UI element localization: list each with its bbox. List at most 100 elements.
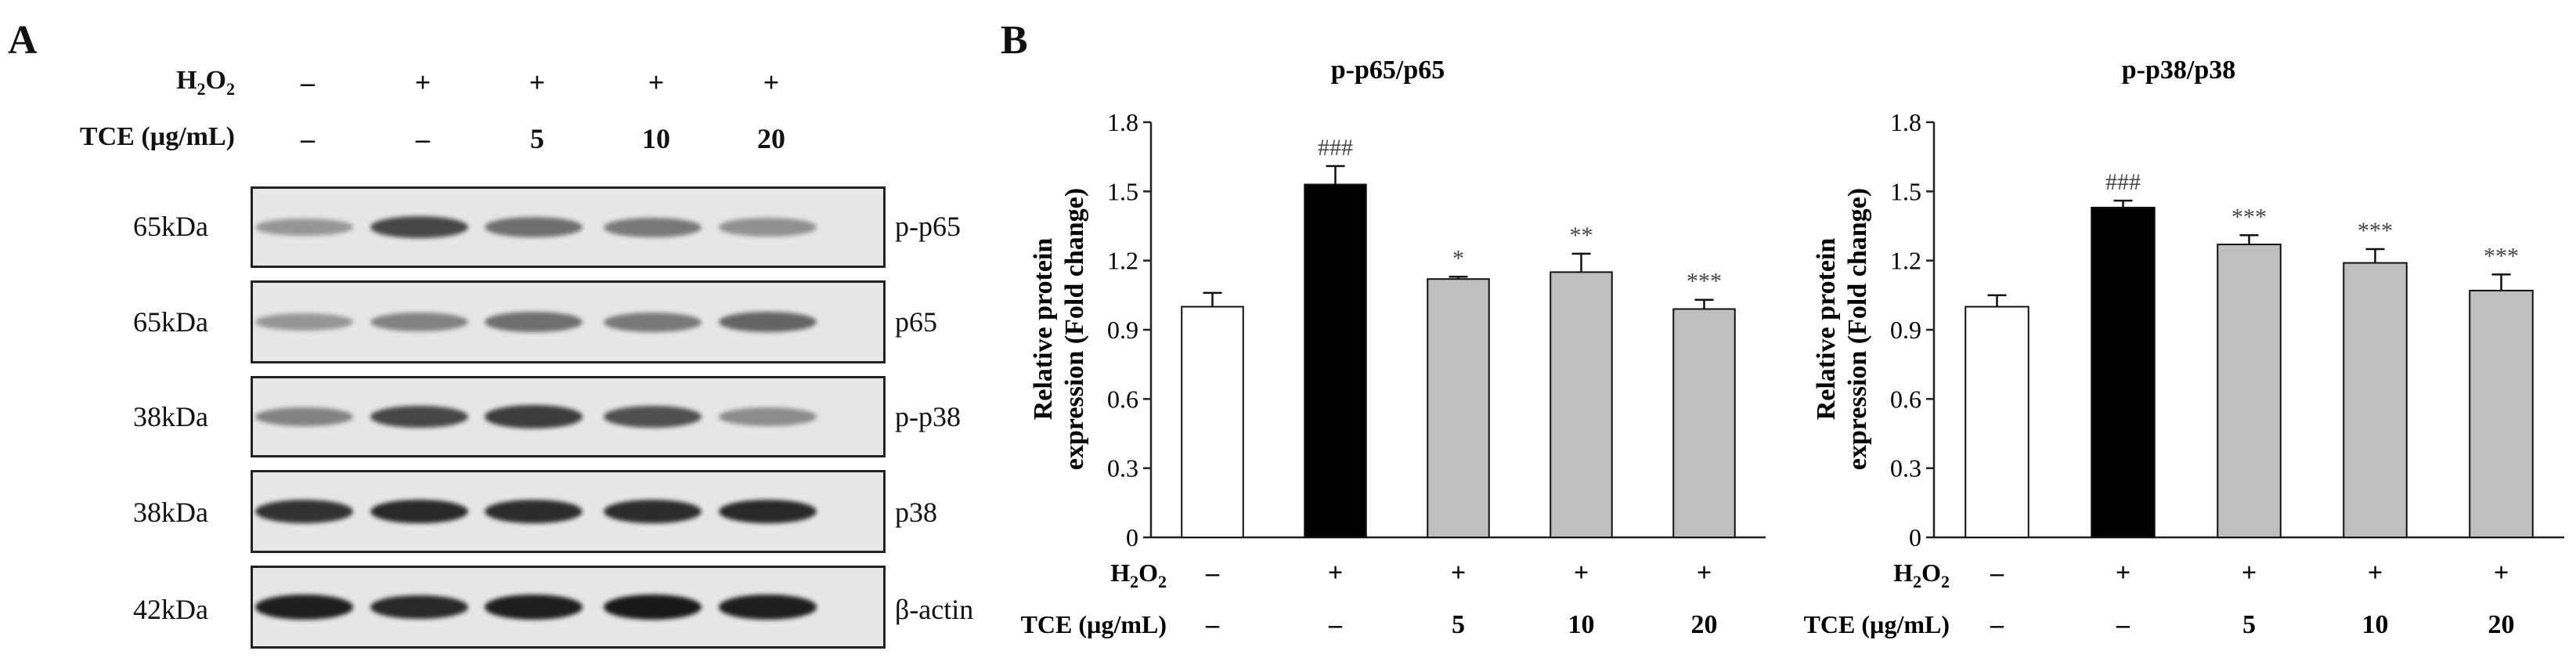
- blot-2-protein: p65: [895, 306, 937, 338]
- blot-4-band-lane-2: [370, 499, 468, 524]
- blot-2-band-lane-4: [603, 312, 702, 332]
- h2o2-row-label: H2O2: [176, 66, 235, 99]
- h2o2-lane-2: +: [414, 67, 431, 98]
- blot-3-band-lane-3: [484, 405, 583, 428]
- h2o2-sign-5: +: [2494, 559, 2509, 588]
- blot-5-band-lane-1: [254, 595, 353, 620]
- blot-5-image: [251, 566, 886, 649]
- y-axis-label: Relative proteinexpression (Fold change): [1812, 188, 1872, 470]
- tce-value-3: 5: [1452, 610, 1465, 639]
- y-tick-label: 0.3: [1107, 454, 1138, 483]
- chart-title: p-p65/p65: [1331, 56, 1445, 85]
- y-tick-label: 0.6: [1107, 385, 1138, 413]
- h2o2-lane-3: +: [529, 67, 546, 98]
- tce-lane-4: 10: [642, 123, 670, 154]
- h2o2-sign-2: +: [2116, 559, 2130, 588]
- blot-4-image: [251, 470, 886, 553]
- significance-label-4: ***: [2358, 218, 2393, 244]
- bar-1: [1964, 306, 2029, 538]
- h2o2-row-label: H2O2: [1110, 559, 1167, 591]
- blot-5-band-lane-5: [718, 595, 817, 620]
- tce-value-2: –: [2116, 610, 2130, 639]
- blot-1-band-lane-4: [603, 217, 702, 237]
- y-tick-label: 1.5: [1107, 177, 1138, 205]
- tce-lane-2: –: [416, 123, 430, 154]
- blot-5-band-lane-2: [370, 595, 468, 620]
- blot-5-band-lane-4: [603, 595, 702, 620]
- panel-b-letter: B: [1001, 18, 1028, 63]
- blot-4-band-lane-4: [603, 499, 702, 524]
- tce-value-3: 5: [2242, 610, 2256, 639]
- y-tick-label: 0.3: [1890, 454, 1921, 483]
- y-tick-label: 0.9: [1890, 316, 1921, 344]
- significance-label-2: ###: [1318, 135, 1353, 161]
- h2o2-sign-2: +: [1328, 559, 1343, 588]
- blot-4-band-lane-3: [484, 499, 583, 524]
- blot-4-kda: 38kDa: [133, 497, 208, 528]
- bar-3: [2217, 244, 2282, 538]
- bar-chart-p-p65-p65: p-p65/p65 Relative proteinexpression (Fol…: [1021, 56, 1766, 639]
- y-tick-label: 1.2: [1107, 247, 1138, 275]
- bar-4: [1550, 271, 1613, 538]
- y-tick-label: 0.9: [1107, 316, 1138, 344]
- blot-2-band-lane-5: [718, 311, 817, 333]
- tce-value-5: 20: [1691, 610, 1718, 639]
- blot-1-band-lane-1: [254, 218, 353, 237]
- blot-3-protein: p-p38: [895, 401, 961, 432]
- blot-4-band-lane-1: [254, 500, 353, 523]
- blot-3-band-lane-5: [718, 407, 817, 426]
- y-tick-label: 1.8: [1890, 108, 1921, 136]
- bar-chart-p-p38-p38: p-p38/p38 Relative proteinexpression (Fol…: [1804, 56, 2564, 639]
- h2o2-sign-1: –: [1990, 559, 2004, 588]
- bar-2: [2091, 206, 2156, 538]
- significance-label-5: ***: [1687, 269, 1722, 295]
- blot-5-kda: 42kDa: [133, 594, 208, 625]
- bar-4: [2343, 262, 2408, 538]
- y-axis-label: Relative proteinexpression (Fold change): [1029, 188, 1089, 470]
- blot-4-protein: p38: [895, 497, 937, 528]
- bar-2: [1304, 183, 1367, 538]
- significance-label-4: **: [1570, 222, 1593, 248]
- tce-lane-3: 5: [530, 123, 544, 154]
- tce-row-label: TCE (µg/mL): [79, 122, 235, 151]
- blot-3-kda: 38kDa: [133, 401, 208, 432]
- blot-3-band-lane-2: [370, 405, 468, 428]
- blot-2-kda: 65kDa: [133, 306, 208, 338]
- h2o2-lane-5: +: [763, 67, 780, 98]
- blot-1-protein: p-p65: [895, 211, 961, 242]
- tce-row-label: TCE (µg/mL): [1804, 610, 1950, 638]
- tce-value-1: –: [1205, 610, 1220, 639]
- blot-3-band-lane-4: [603, 406, 702, 428]
- h2o2-sign-4: +: [1574, 559, 1589, 588]
- blot-4-band-lane-5: [718, 499, 817, 524]
- y-tick-label: 1.2: [1890, 247, 1921, 275]
- y-tick-label: 1.8: [1107, 108, 1138, 136]
- chart-title: p-p38/p38: [2122, 56, 2236, 85]
- h2o2-sign-3: +: [1451, 559, 1466, 588]
- tce-row-label: TCE (µg/mL): [1021, 610, 1167, 638]
- h2o2-row-label: H2O2: [1893, 559, 1950, 591]
- blot-3-band-lane-1: [254, 407, 353, 427]
- bar-5: [1672, 308, 1736, 538]
- h2o2-sign-3: +: [2242, 559, 2257, 588]
- blot-2-image: [251, 280, 886, 363]
- significance-label-5: ***: [2484, 243, 2519, 269]
- y-tick-label: 0.6: [1890, 385, 1921, 413]
- y-tick-label: 0: [1909, 523, 1921, 551]
- blot-5-band-lane-3: [484, 595, 583, 620]
- panel-a-letter: A: [8, 18, 38, 63]
- blot-1-band-lane-3: [484, 217, 583, 237]
- blot-1-band-lane-5: [718, 218, 817, 237]
- significance-label-3: *: [1452, 245, 1464, 271]
- h2o2-lane-1: –: [301, 67, 315, 98]
- blot-5-protein: β-actin: [895, 594, 974, 625]
- h2o2-lane-4: +: [648, 67, 665, 98]
- tce-value-2: –: [1328, 610, 1343, 639]
- tce-value-5: 20: [2488, 610, 2515, 639]
- blot-1-band-lane-2: [370, 215, 468, 239]
- significance-label-3: ***: [2231, 204, 2267, 230]
- blot-2-band-lane-1: [254, 313, 353, 331]
- tce-lane-5: 20: [757, 123, 785, 154]
- significance-label-2: ###: [2105, 169, 2141, 195]
- blot-2-band-lane-2: [370, 312, 468, 332]
